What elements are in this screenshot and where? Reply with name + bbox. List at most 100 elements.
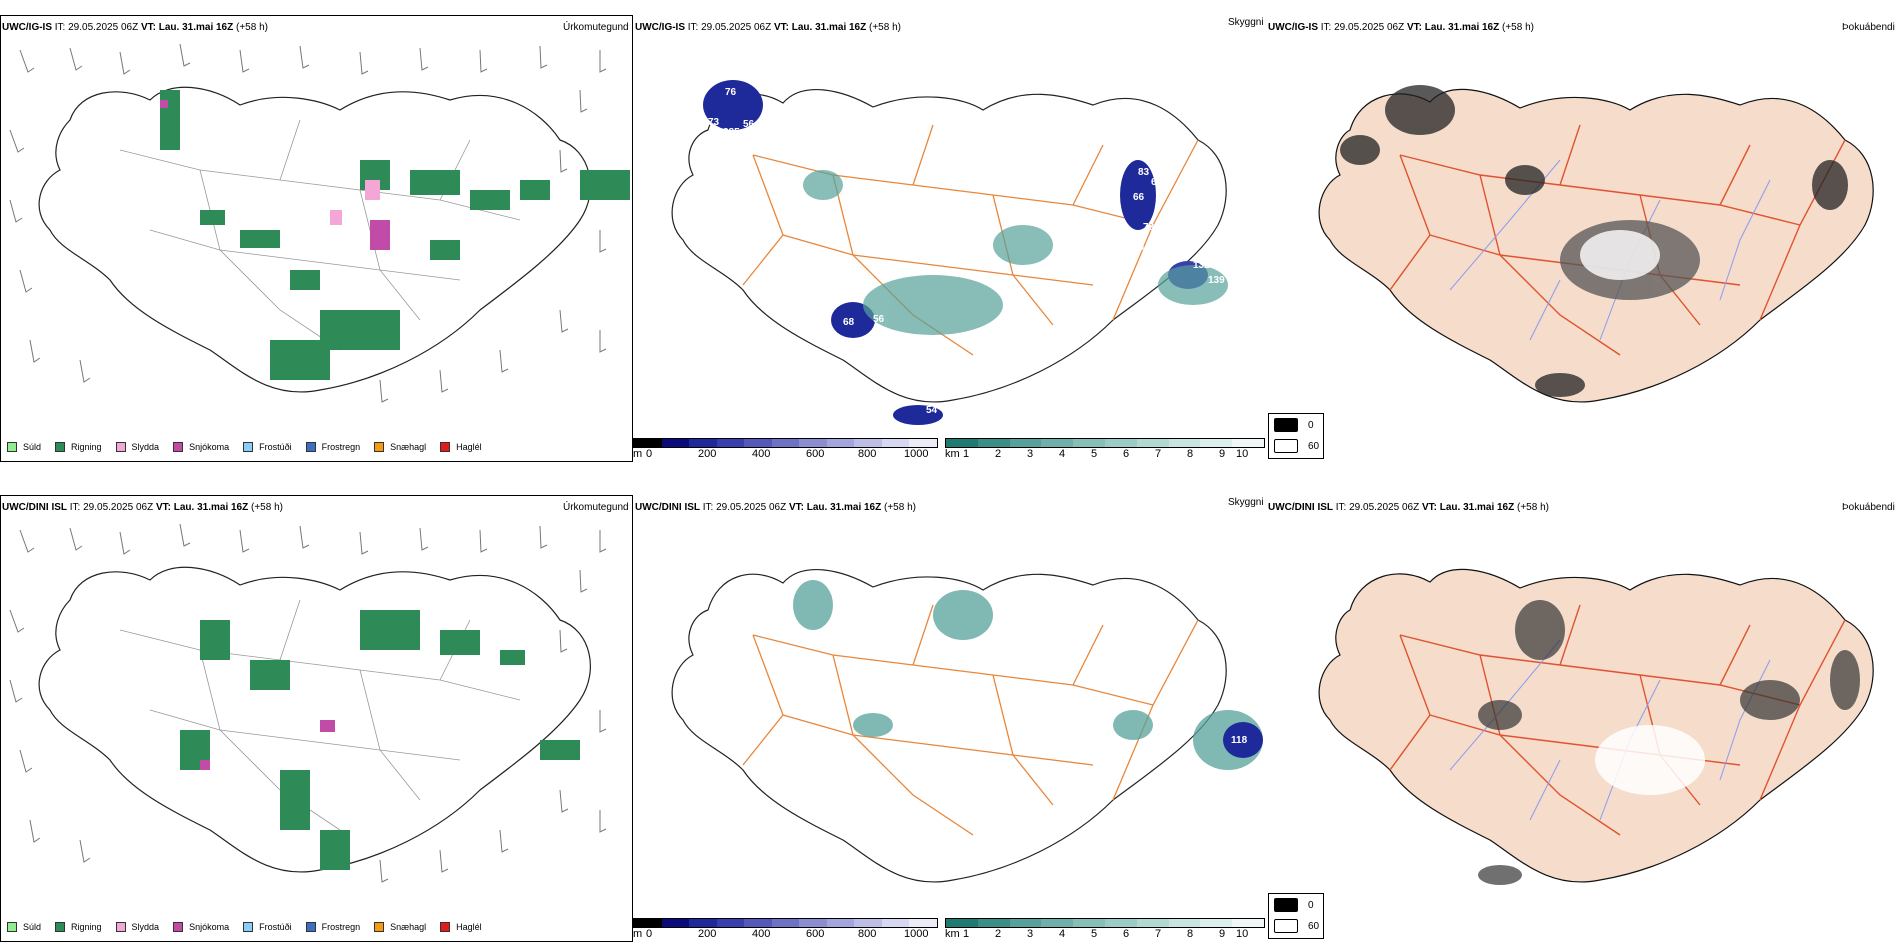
- colorbar-segment: [909, 919, 938, 927]
- colorbar-segment: [1073, 919, 1105, 927]
- panel-name-precip: Úrkomutegund: [563, 502, 629, 513]
- colorbar-segment: [661, 439, 690, 447]
- tick-label: 2: [995, 448, 1002, 460]
- colorbar-segment: [1168, 439, 1201, 447]
- colorbar-segment: [689, 439, 717, 447]
- sleet-areas: [330, 180, 380, 225]
- precip-legend: Súld Rigning Slydda Snjókoma Frostúði Fr…: [7, 922, 496, 932]
- fog-legend-item: 0: [1274, 418, 1314, 432]
- colorbar-segment: [909, 439, 938, 447]
- legend-item: Snæhagl: [374, 442, 426, 452]
- precip-type-map: [9, 523, 607, 883]
- visibility-areas: [803, 170, 1228, 335]
- svg-text:132: 132: [1193, 260, 1210, 271]
- tick-label: 9: [1219, 448, 1226, 460]
- colorbar-segment: [799, 919, 827, 927]
- tick-label: 200: [698, 928, 717, 940]
- visibility-unit: km: [945, 928, 960, 940]
- colorbar-segment: [634, 439, 662, 447]
- fog-white-area: [1580, 230, 1660, 280]
- height-colorbar: [633, 918, 938, 928]
- legend-item: Frostregn: [305, 922, 360, 932]
- row-1: UWC/IG-IS IT: 29.05.2025 06Z VT: Lau. 31…: [0, 0, 1900, 470]
- panel-name-fog: Þokuábendi: [1842, 22, 1895, 33]
- colorbar-segment: [946, 919, 978, 927]
- svg-text:68: 68: [843, 317, 855, 328]
- tick-label: 8: [1187, 928, 1194, 940]
- legend-swatch: [243, 922, 254, 932]
- panel-name-visibility: Skyggni: [1228, 497, 1264, 508]
- tick-label: 400: [752, 448, 771, 460]
- visibility-areas: [793, 580, 1263, 770]
- tick-label: 200: [698, 448, 717, 460]
- legend-item: Snjókoma: [173, 442, 229, 452]
- precip-type-map-frame: [0, 495, 633, 942]
- legend-item: Haglél: [440, 442, 482, 452]
- colorbar-segment: [977, 439, 1010, 447]
- colorbar-segment: [716, 439, 745, 447]
- svg-text:285: 285: [723, 127, 740, 138]
- fog-white-area: [1595, 725, 1705, 795]
- legend-swatch: [440, 442, 451, 452]
- svg-text:38: 38: [693, 157, 705, 168]
- svg-text:76: 76: [1133, 242, 1145, 253]
- svg-text:54: 54: [926, 405, 938, 416]
- tick-label: 600: [806, 448, 825, 460]
- fog-legend-swatch: [1274, 439, 1298, 453]
- tick-label: 10: [1236, 448, 1249, 460]
- svg-text:16: 16: [828, 219, 840, 230]
- colorbar-segment: [977, 919, 1010, 927]
- tick-label: 8: [1187, 448, 1194, 460]
- fog-height-labels: 118 16 25: [731, 597, 1248, 898]
- colorbar-segment: [1041, 919, 1074, 927]
- panel-title: UWC/IG-IS IT: 29.05.2025 06Z VT: Lau. 31…: [635, 22, 901, 33]
- tick-label: 9: [1219, 928, 1226, 940]
- iceland-land: [1318, 568, 1874, 883]
- colorbar-segment: [1232, 919, 1264, 927]
- colorbar-segment: [771, 919, 800, 927]
- svg-text:92: 92: [1108, 257, 1120, 268]
- visibility-map: 118 16 25: [671, 569, 1263, 898]
- tick-label: 3: [1027, 928, 1034, 940]
- colorbar-segment: [1104, 919, 1137, 927]
- panel-title: UWC/IG-IS IT: 29.05.2025 06Z VT: Lau. 31…: [2, 22, 268, 33]
- tick-label: 4: [1059, 928, 1066, 940]
- colorbar-segment: [716, 919, 745, 927]
- legend-item: Frostúði: [243, 442, 292, 452]
- precip-type-map: [9, 43, 630, 403]
- fog-legend-item: 60: [1274, 439, 1319, 453]
- colorbar-segment: [1009, 439, 1042, 447]
- legend-item: Snjókoma: [173, 922, 229, 932]
- tick-label: 4: [1059, 448, 1066, 460]
- legend-swatch: [115, 442, 126, 452]
- svg-text:64: 64: [1151, 177, 1163, 188]
- colorbar-segment: [634, 919, 662, 927]
- tick-label: 2: [995, 928, 1002, 940]
- legend-item: Rigning: [55, 922, 102, 932]
- tick-label: 600: [806, 928, 825, 940]
- legend-item: Súld: [7, 442, 41, 452]
- tick-label: 5: [1091, 928, 1098, 940]
- colorbar-segment: [826, 439, 855, 447]
- legend-swatch: [374, 442, 385, 452]
- svg-text:66: 66: [1133, 192, 1145, 203]
- snow-areas: [200, 720, 335, 770]
- svg-text:14: 14: [708, 239, 720, 250]
- svg-text:56: 56: [873, 314, 885, 325]
- svg-text:56: 56: [743, 119, 755, 130]
- panel-title: UWC/DINI ISL IT: 29.05.2025 06Z VT: Lau.…: [1268, 502, 1549, 513]
- height-colorbar: [633, 438, 938, 448]
- tick-label: 800: [858, 928, 877, 940]
- svg-text:73: 73: [708, 117, 720, 128]
- row-2: UWC/DINI ISL IT: 29.05.2025 06Z VT: Lau.…: [0, 480, 1900, 950]
- legend-item: Slydda: [115, 442, 159, 452]
- fog-indicator-map: [1318, 568, 1874, 885]
- iceland-coastline: [671, 569, 1227, 883]
- legend-swatch: [243, 442, 254, 452]
- fog-height-area: [1223, 722, 1263, 758]
- panel-name-visibility: Skyggni: [1228, 17, 1264, 28]
- rain-areas: [180, 610, 580, 870]
- panel-title: UWC/DINI ISL IT: 29.05.2025 06Z VT: Lau.…: [2, 502, 283, 513]
- legend-swatch: [55, 442, 66, 452]
